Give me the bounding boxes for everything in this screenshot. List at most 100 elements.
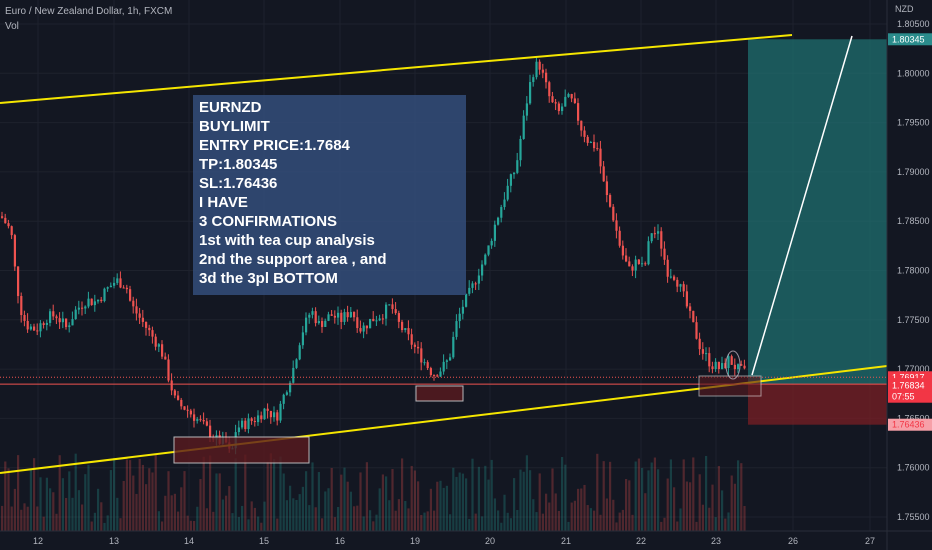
volume-bar [298, 494, 301, 531]
candle-body [324, 320, 327, 327]
candle-body [730, 356, 733, 365]
volume-bar [349, 491, 352, 531]
volume-bar [231, 513, 234, 531]
note-line: TP:1.80345 [199, 156, 278, 173]
volume-bar [385, 476, 388, 531]
candle-body [532, 77, 535, 83]
candle-body [20, 296, 23, 316]
candle-body [477, 275, 480, 284]
volume-bar [433, 510, 436, 531]
long-position-tool[interactable] [748, 39, 887, 425]
volume-bar [452, 467, 455, 531]
volume-bar [605, 498, 608, 531]
volume-bar [36, 506, 39, 531]
candle-body [660, 231, 663, 249]
symbol-title[interactable]: Euro / New Zealand Dollar, 1h, FXCM [5, 6, 173, 17]
volume-bar [177, 511, 180, 531]
volume-bar [257, 516, 260, 531]
candle-body [625, 255, 628, 262]
candle-body [621, 245, 624, 256]
candle-body [497, 217, 500, 225]
volume-bar [209, 455, 212, 531]
y-tick-label: 1.77000 [897, 364, 930, 374]
volume-bar [621, 509, 624, 531]
candle-body [641, 263, 644, 265]
candle-body [241, 420, 244, 428]
volume-bar [205, 508, 208, 531]
candle-body [490, 240, 493, 246]
volume-bar [196, 506, 199, 531]
candle-body [39, 323, 42, 332]
support-box [173, 436, 310, 464]
volume-bar [129, 460, 132, 531]
volume-bar [327, 488, 330, 531]
volume-bar [532, 499, 535, 531]
volume-bar [615, 522, 618, 531]
trade-note[interactable]: EURNZD BUYLIMIT ENTRY PRICE:1.7684 TP:1.… [193, 95, 466, 295]
candle-body [564, 96, 567, 107]
volume-bar [673, 487, 676, 531]
candle-body [593, 142, 596, 149]
candle-body [295, 359, 298, 368]
volume-bar [577, 488, 580, 531]
candle-body [385, 304, 388, 319]
price-tag-label: 1.80345 [892, 34, 925, 44]
volume-bar [49, 488, 52, 531]
candle-body [458, 313, 461, 322]
candle-body [154, 336, 157, 347]
y-tick-label: 1.80500 [897, 19, 930, 29]
candle-body [49, 311, 52, 323]
candle-body [525, 103, 528, 116]
candle-body [196, 419, 199, 421]
price-tag-label: 07:55 [892, 392, 915, 402]
volume-bar [586, 505, 589, 531]
candle-body [557, 103, 560, 112]
volume-bar [660, 521, 663, 531]
volume-bar [420, 514, 423, 531]
x-tick-label: 15 [259, 536, 269, 546]
volume-bar [570, 502, 573, 531]
trend-lines[interactable] [0, 34, 888, 474]
volume-bar [564, 464, 567, 531]
volume-bar [506, 512, 509, 531]
volume-bar [273, 459, 276, 531]
candle-body [378, 318, 381, 321]
volume-bar [714, 517, 717, 531]
volume-bar [666, 478, 669, 531]
note-line: BUYLIMIT [199, 118, 270, 135]
candle-body [644, 263, 647, 265]
volume-bar [372, 521, 375, 531]
candle-body [36, 330, 39, 332]
candle-body [113, 282, 116, 286]
candle-body [362, 325, 365, 332]
candle-body [183, 406, 186, 410]
candle-body [356, 317, 359, 329]
upper-trend-line [0, 34, 793, 104]
volume-bar [525, 455, 528, 531]
volume-bar [743, 505, 746, 531]
volume-bar [65, 497, 68, 531]
candle-body [442, 361, 445, 372]
price-tag [888, 33, 932, 46]
candle-body [52, 311, 55, 317]
candle-body [260, 415, 263, 420]
candle-body [42, 323, 45, 325]
volume-bar [109, 470, 112, 531]
candle-body [733, 364, 736, 370]
x-tick-label: 19 [410, 536, 420, 546]
candle-body [407, 328, 410, 335]
candle-body [673, 276, 676, 280]
candle-body [567, 94, 570, 97]
candle-body [68, 325, 71, 328]
volume-bar [593, 510, 596, 531]
candle-body [337, 312, 340, 318]
volume-bar [541, 513, 544, 531]
volume-bar [333, 517, 336, 531]
candle-body [129, 289, 132, 301]
volume-bar [708, 507, 711, 531]
volume-bar [513, 478, 516, 531]
candle-body [193, 414, 196, 421]
volume-bar [244, 454, 247, 531]
